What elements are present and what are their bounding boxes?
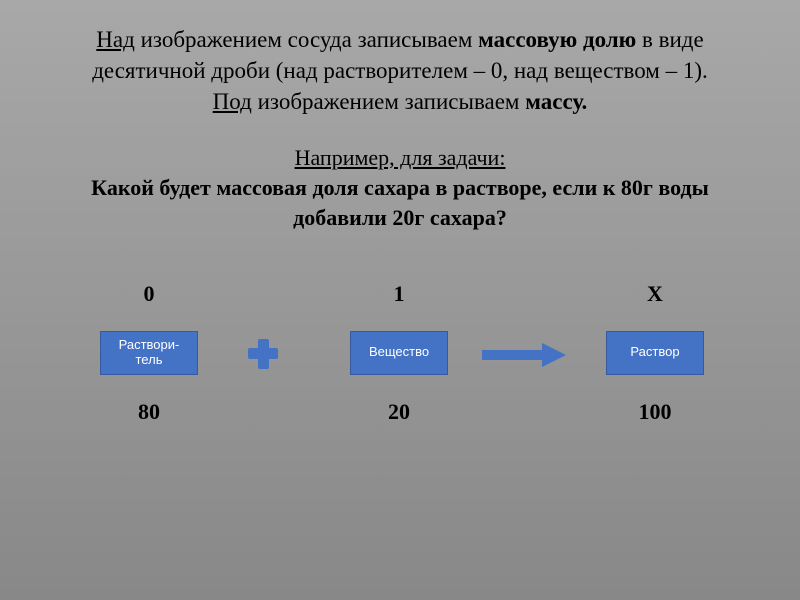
flow-diagram: 0 Раствори-тель 80 1 Вещество 20 X Раствор 100 xyxy=(50,281,750,441)
fraction-solvent: 0 xyxy=(89,281,209,307)
plus-icon xyxy=(248,339,278,369)
fraction-solution: X xyxy=(595,281,715,307)
box-solvent: Раствори-тель xyxy=(100,331,198,375)
heading-underline-2: Под xyxy=(213,89,252,114)
heading-bold-2: массу. xyxy=(525,89,587,114)
box-solution: Раствор xyxy=(606,331,704,375)
arrow-right-icon xyxy=(482,343,572,367)
mass-solution: 100 xyxy=(595,399,715,425)
mass-substance: 20 xyxy=(339,399,459,425)
heading-underline-1: Над xyxy=(96,27,135,52)
heading-bold-1: массовую долю xyxy=(478,27,636,52)
box-substance: Вещество xyxy=(350,331,448,375)
example-label: Например, для задачи: xyxy=(50,145,750,171)
heading-text: Над изображением сосуда записываем массо… xyxy=(50,24,750,117)
fraction-substance: 1 xyxy=(339,281,459,307)
mass-solvent: 80 xyxy=(89,399,209,425)
example-question: Какой будет массовая доля сахара в раств… xyxy=(50,173,750,232)
